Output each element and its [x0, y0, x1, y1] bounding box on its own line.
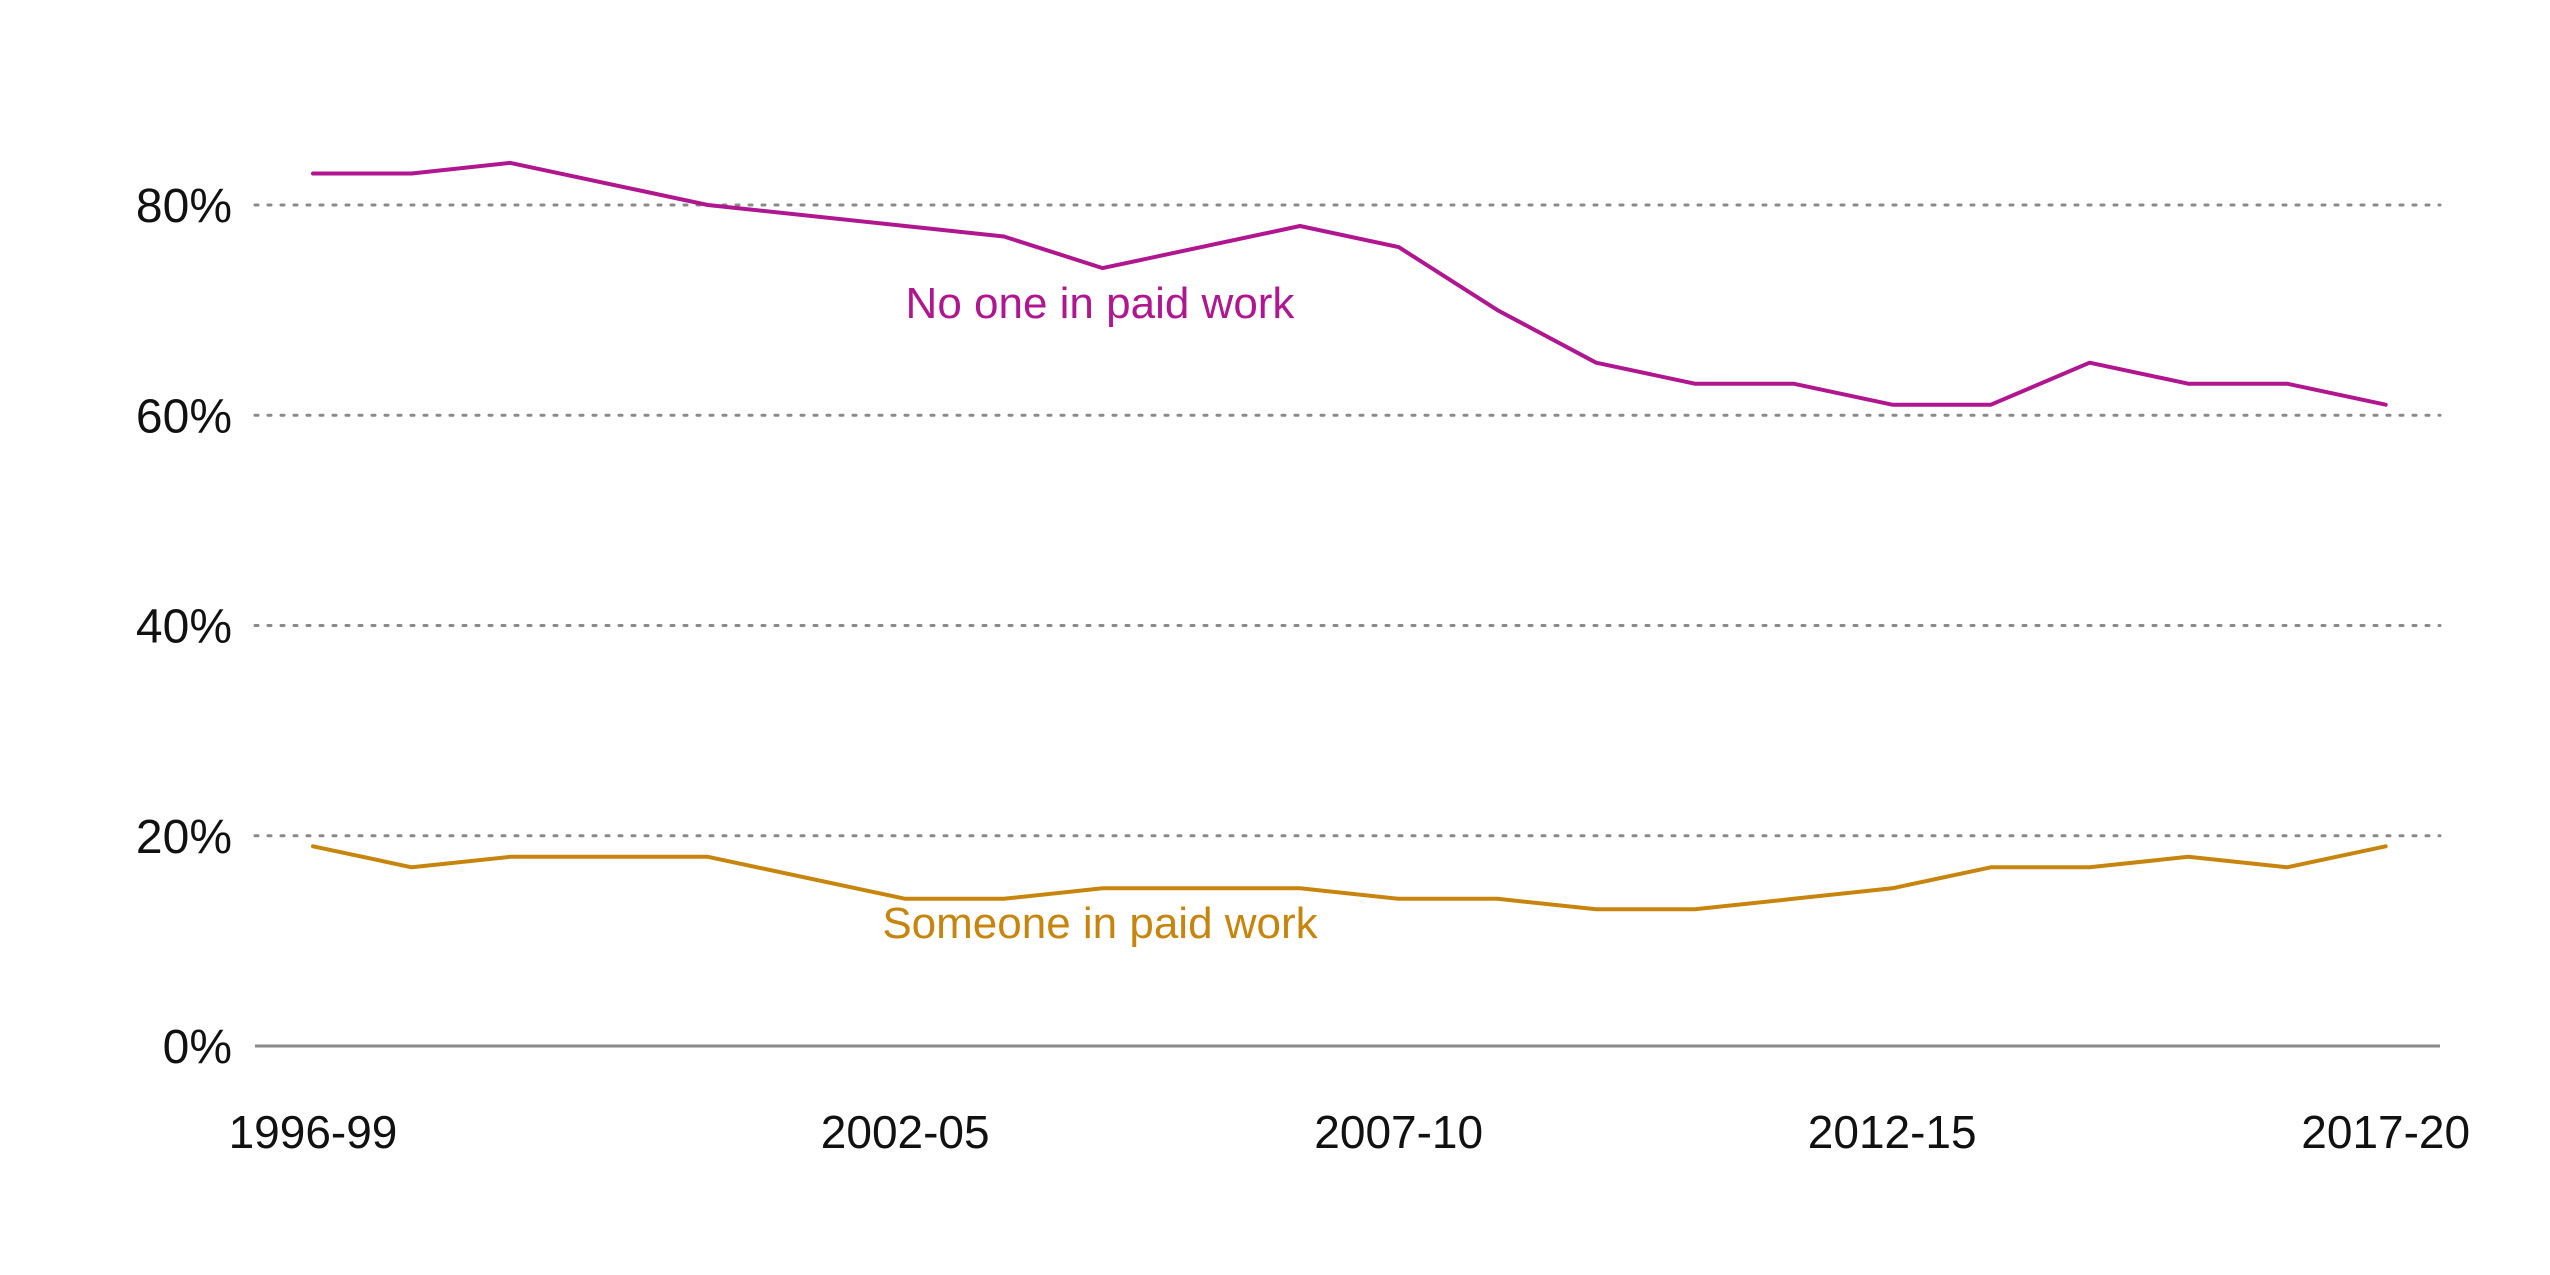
y-tick-label: 0%: [163, 1021, 232, 1074]
x-tick-label: 2002-05: [821, 1106, 990, 1158]
series-line-someone-in-paid-work: [311, 844, 2388, 912]
x-tick-label: 1996-99: [229, 1106, 398, 1158]
y-tick-label: 60%: [136, 390, 232, 443]
series-labels: No one in paid work Someone in paid work: [882, 279, 1318, 948]
gridlines: [253, 203, 2442, 1048]
series-label: Someone in paid work: [882, 899, 1318, 948]
series-label: No one in paid work: [906, 279, 1296, 328]
y-tick-label: 20%: [136, 811, 232, 864]
series-line-no-one-in-paid-work: [311, 160, 2388, 407]
y-axis-ticks: 0% 20% 40% 60% 80%: [136, 180, 232, 1074]
x-tick-label: 2012-15: [1808, 1106, 1977, 1158]
y-tick-label: 80%: [136, 180, 232, 233]
x-axis-ticks: 1996-99 2002-05 2007-10 2012-15 2017-20: [229, 1106, 2471, 1158]
series-lines: [311, 160, 2388, 912]
x-tick-label: 2007-10: [1314, 1106, 1483, 1158]
y-tick-label: 40%: [136, 601, 232, 654]
x-tick-label: 2017-20: [2301, 1106, 2470, 1158]
